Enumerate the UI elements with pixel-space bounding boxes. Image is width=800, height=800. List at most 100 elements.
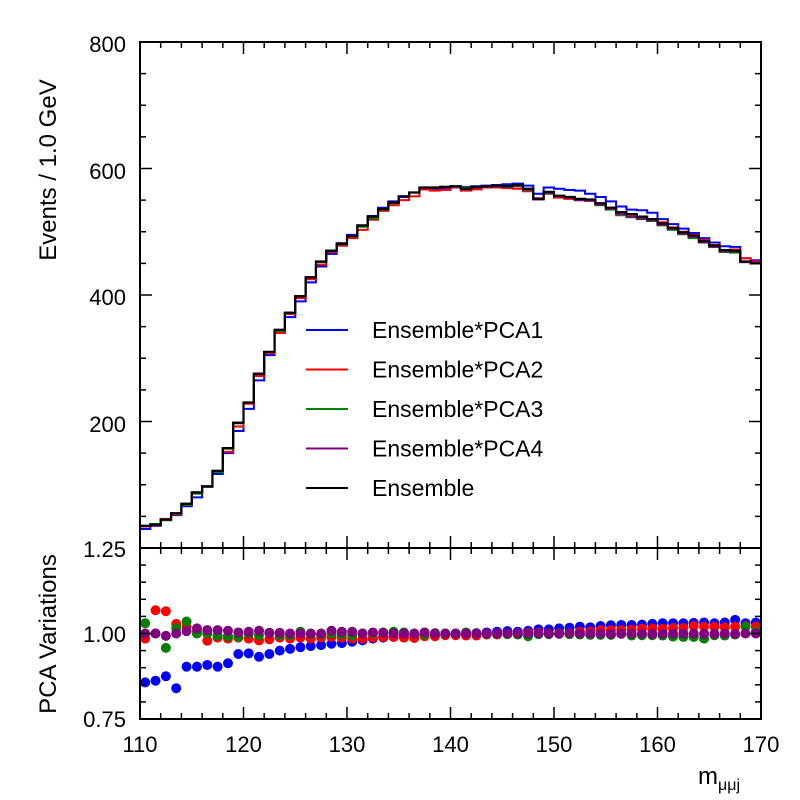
ratio-point-pca4 — [243, 626, 254, 637]
ratio-point-pca4 — [295, 628, 306, 639]
x-axis-title: mμμj — [698, 763, 740, 794]
ratio-point-pca1 — [295, 642, 306, 653]
ratio-point-pca4 — [678, 628, 689, 639]
ratio-point-pca2 — [730, 621, 741, 632]
legend-label: Ensemble*PCA4 — [372, 436, 544, 462]
ratio-point-pca4 — [709, 628, 720, 639]
legend: Ensemble*PCA1 Ensemble*PCA2 Ensemble*PCA3 E… — [306, 317, 544, 501]
ratio-point-pca1 — [191, 661, 202, 672]
ratio-point-pca1 — [212, 661, 223, 672]
x-tick-label: 160 — [639, 732, 676, 757]
ratio-ticks — [139, 547, 762, 720]
ratio-point-pca4 — [305, 628, 316, 639]
ratio-point-pca4 — [626, 628, 637, 639]
ratio-point-pca4 — [264, 627, 275, 638]
ratio-point-pca4 — [181, 626, 192, 637]
ratio-point-pca4 — [688, 628, 699, 639]
x-axis-title-main: m — [698, 763, 718, 790]
ratio-point-pca4 — [564, 627, 575, 638]
ratio-point-pca2 — [688, 620, 699, 631]
ratio-point-pca4 — [740, 628, 751, 639]
ratio-point-pca4 — [699, 628, 710, 639]
ratio-point-pca3 — [740, 621, 751, 632]
x-tick-label: 120 — [225, 732, 262, 757]
ratio-point-pca4 — [233, 627, 244, 638]
ratio-point-pca3 — [160, 642, 171, 653]
main-ytick-label: 600 — [89, 159, 126, 184]
ratio-point-pca4 — [191, 623, 202, 634]
legend-label: Ensemble*PCA3 — [372, 396, 543, 422]
ratio-point-pca4 — [367, 627, 378, 638]
series-line-ensemble — [140, 183, 761, 527]
ratio-ylabel: PCA Variations — [35, 554, 62, 714]
ratio-point-pca4 — [212, 625, 223, 636]
ratio-point-pca4 — [357, 628, 368, 639]
ratio-point-pca4 — [574, 628, 585, 639]
main-ytick-label: 800 — [89, 32, 126, 57]
main-ytick-label: 200 — [89, 412, 126, 437]
main-panel: 200 400 600 800 Events / 1.0 GeV Ensembl… — [35, 32, 762, 549]
ratio-point-pca2 — [202, 635, 213, 646]
x-tick-label: 170 — [743, 732, 780, 757]
ratio-point-pca1 — [150, 675, 161, 686]
ratio-point-pca1 — [160, 671, 171, 682]
ratio-point-pca1 — [264, 649, 275, 660]
ratio-point-pca2 — [150, 605, 161, 616]
ratio-point-pca4 — [616, 628, 627, 639]
x-tick-label: 140 — [432, 732, 469, 757]
main-series-group — [140, 182, 761, 531]
ratio-point-pca4 — [461, 628, 472, 639]
ratio-point-pca1 — [233, 649, 244, 660]
ratio-point-pca1 — [222, 658, 233, 669]
x-tick-label: 110 — [122, 732, 157, 757]
ratio-point-pca4 — [419, 627, 430, 638]
ratio-ytick-label: 1.25 — [83, 537, 126, 562]
ratio-point-pca4 — [502, 628, 513, 639]
ratio-point-pca4 — [636, 628, 647, 639]
ratio-point-pca1 — [243, 648, 254, 659]
legend-label: Ensemble*PCA1 — [372, 317, 543, 343]
ratio-point-pca1 — [181, 661, 192, 672]
ratio-point-pca4 — [274, 627, 285, 638]
ratio-point-pca2 — [160, 606, 171, 617]
ratio-point-pca4 — [647, 628, 658, 639]
ratio-point-pca4 — [523, 628, 534, 639]
ratio-point-pca4 — [554, 628, 565, 639]
ratio-point-pca4 — [150, 628, 161, 639]
main-plot-frame — [139, 41, 762, 549]
ratio-point-pca1 — [274, 645, 285, 656]
ratio-point-pca3 — [140, 618, 151, 629]
ratio-point-pca4 — [336, 626, 347, 637]
ratio-panel: 0.75 1.00 1.25 PCA Variations 110 120 130 1… — [35, 537, 779, 794]
ratio-point-pca4 — [254, 625, 265, 636]
ratio-points-group — [140, 605, 761, 694]
ratio-point-pca1 — [285, 643, 296, 654]
ratio-point-pca4 — [668, 628, 679, 639]
ratio-point-pca4 — [605, 628, 616, 639]
main-ytick-label: 400 — [89, 285, 126, 310]
xtick-labels: 110 120 130 140 150 160 170 — [122, 732, 779, 757]
x-tick-label: 130 — [329, 732, 366, 757]
ratio-point-pca1 — [254, 651, 265, 662]
ratio-point-pca4 — [202, 625, 213, 636]
ratio-point-pca4 — [285, 628, 296, 639]
ratio-point-pca2 — [699, 621, 710, 632]
ratio-point-pca4 — [398, 628, 409, 639]
ratio-point-pca4 — [347, 626, 358, 637]
ratio-point-pca3 — [181, 616, 192, 627]
ratio-point-pca4 — [533, 628, 544, 639]
ratio-ytick-label: 0.75 — [83, 707, 126, 732]
ratio-point-pca1 — [140, 677, 151, 688]
ratio-point-pca4 — [585, 628, 596, 639]
legend-label: Ensemble*PCA2 — [372, 357, 543, 383]
ratio-point-pca4 — [429, 628, 440, 639]
ratio-point-pca1 — [202, 659, 213, 670]
ratio-point-pca4 — [171, 628, 182, 639]
ratio-point-pca4 — [388, 628, 399, 639]
legend-label: Ensemble — [372, 475, 474, 501]
x-axis-title-subscript: μμj — [718, 777, 740, 794]
ratio-point-pca4 — [326, 625, 337, 636]
main-ylabel: Events / 1.0 GeV — [35, 79, 62, 260]
ratio-point-pca2 — [709, 621, 720, 632]
